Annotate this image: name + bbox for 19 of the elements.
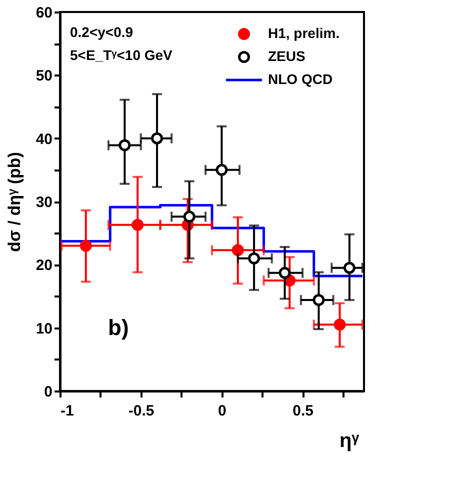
y-tick-label: 50: [36, 68, 52, 85]
legend-label: H1, prelim.: [268, 25, 340, 41]
annotation: 5<E_Tᵞ<10 GeV: [70, 47, 174, 63]
y-tick-label: 40: [36, 130, 52, 148]
legend-label: ZEUS: [268, 48, 306, 64]
x-axis-title: ηᵞ: [340, 430, 360, 452]
y-tick-label: 10: [36, 320, 52, 338]
annotation: 0.2<y<0.9: [70, 24, 134, 40]
x-tick-label: 0.5: [292, 402, 314, 420]
x-tick-label: -0.5: [128, 402, 154, 420]
y-tick-label: 0: [44, 384, 52, 400]
y-tick-label: 20: [36, 257, 52, 274]
y-tick-label: 30: [36, 194, 52, 211]
legend-label: NLO QCD: [268, 71, 333, 87]
x-tick-label: -1: [60, 402, 74, 420]
y-axis-title: dσ / dηᵞ (pb): [4, 152, 24, 252]
annotation: b): [108, 315, 129, 340]
x-tick-label: 0: [218, 402, 226, 420]
y-tick-label: 60: [36, 4, 52, 22]
